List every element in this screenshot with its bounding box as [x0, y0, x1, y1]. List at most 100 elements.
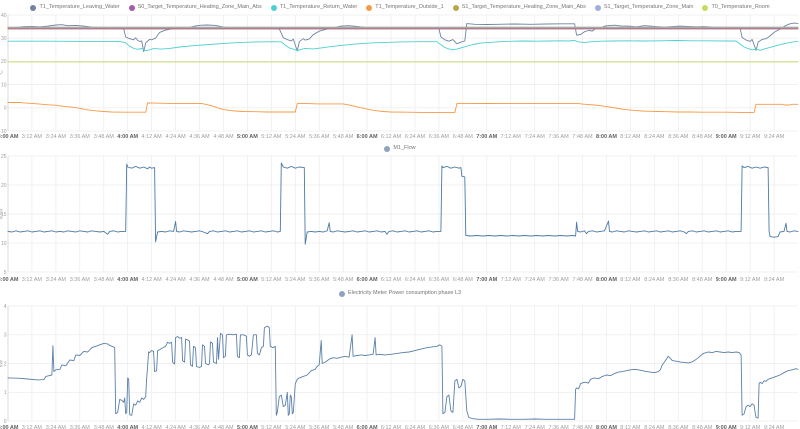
x-tick-label: 5:24 AM [285, 134, 306, 140]
series-line-t1-temperature-return-water [7, 40, 799, 52]
series-line-m1-flow [7, 162, 799, 245]
x-tick-label: 9:24 AM [764, 425, 785, 429]
power-chart-plot[interactable]: 0 1 2 3 4 kW 3:00 AM3:12 AM3:24 AM3:36 AM3:48 … [0, 299, 800, 429]
x-tick-label: 4:12 AM [142, 134, 163, 140]
y-tick-label: 5 [4, 270, 7, 276]
x-tick-label: 4:24 AM [166, 134, 187, 140]
gridlines [7, 14, 798, 132]
legend-item-t1-temperature-outside-1[interactable]: T1_Temperature_Outside_1 [366, 4, 444, 11]
x-tick-label: 9:12 AM [740, 425, 761, 429]
x-tick-labels: 3:00 AM3:12 AM3:24 AM3:36 AM3:48 AM4:00 … [0, 277, 785, 283]
legend-item-t0-temperature-room[interactable]: T0_Temperature_Room [702, 3, 770, 11]
x-tick-label: 7:00 AM [476, 277, 497, 283]
x-tick-label: 3:24 AM [46, 277, 67, 283]
x-tick-label: 5:24 AM [285, 277, 306, 283]
legend-series-label: S1_Target_Temperature_Zone_Main [603, 3, 694, 10]
y-tick-label: 1 [4, 390, 7, 396]
x-tick-label: 4:24 AM [166, 425, 187, 429]
x-tick-label: 9:12 AM [740, 134, 761, 140]
x-tick-label: 8:12 AM [620, 134, 641, 140]
x-tick-label: 6:00 AM [357, 134, 378, 140]
x-tick-label: 5:48 AM [333, 425, 354, 429]
x-tick-label: 4:36 AM [189, 134, 210, 140]
x-tick-label: 7:00 AM [476, 134, 497, 140]
y-tick-label: 3 [4, 333, 7, 339]
x-tick-label: 6:36 AM [429, 277, 450, 283]
x-tick-label: 6:00 AM [357, 277, 378, 283]
series-line-electricity-meter-power-consumption-phase-l3 [7, 325, 799, 420]
x-tick-label: 7:36 AM [549, 134, 570, 140]
x-tick-label: 3:24 AM [46, 425, 67, 429]
legend-series-dot [452, 4, 459, 11]
temperature-chart-legend: T1_Temperature_Leaving_Water S0_Target_Te… [0, 0, 800, 13]
x-tick-label: 4:24 AM [166, 277, 187, 283]
gridlines [7, 305, 798, 422]
y-axis-unit-label: kW [0, 360, 5, 368]
x-tick-label: 3:12 AM [22, 134, 43, 140]
y-tick-labels: 0 1 2 3 4 [4, 304, 7, 425]
legend-series-dot [594, 4, 601, 11]
legend-item-s1-target-temperature-zone-main[interactable]: S1_Target_Temperature_Zone_Main [594, 3, 694, 11]
flow-chart-panel: M1_Flow 5 10 15 20 25 l/min 3:00 AM3:12 AM3:24… [0, 141, 800, 286]
x-tick-label: 7:48 AM [572, 134, 593, 140]
x-tick-label: 3:12 AM [22, 425, 43, 429]
x-tick-label: 4:00 AM [117, 134, 138, 140]
x-tick-label: 5:12 AM [261, 277, 282, 283]
x-tick-label: 8:24 AM [644, 425, 665, 429]
y-tick-label: 10 [1, 241, 7, 247]
x-tick-label: 3:36 AM [70, 134, 91, 140]
flow-chart-plot[interactable]: 5 10 15 20 25 l/min 3:00 AM3:12 AM3:24 AM3:36 … [0, 154, 800, 286]
x-tick-label: 4:48 AM [213, 277, 234, 283]
legend-item-t1-temperature-return-water[interactable]: T1_Temperature_Return_Water [270, 3, 358, 11]
x-tick-label: 3:00 AM [0, 134, 19, 140]
x-tick-label: 3:12 AM [22, 277, 43, 283]
x-tick-label: 6:48 AM [453, 277, 474, 283]
x-tick-label: 5:00 AM [237, 425, 258, 429]
x-tick-label: 6:24 AM [405, 277, 426, 283]
x-tick-label: 6:48 AM [453, 425, 474, 429]
x-tick-label: 3:48 AM [94, 134, 115, 140]
y-axis-unit-label: °C [0, 70, 5, 76]
legend-item-m1-flow[interactable]: M1_Flow [384, 145, 416, 152]
x-tick-label: 8:36 AM [668, 425, 689, 429]
x-tick-label: 7:12 AM [501, 425, 522, 429]
x-tick-label: 8:48 AM [692, 425, 713, 429]
x-tick-label: 5:36 AM [309, 425, 330, 429]
legend-series-label: T0_Temperature_Room [711, 3, 770, 10]
x-tick-label: 4:00 AM [117, 277, 138, 283]
x-tick-labels: 3:00 AM3:12 AM3:24 AM3:36 AM3:48 AM4:00 … [0, 134, 785, 140]
x-tick-label: 4:48 AM [213, 134, 234, 140]
x-tick-label: 3:24 AM [46, 134, 67, 140]
x-tick-label: 8:48 AM [692, 277, 713, 283]
x-tick-label: 6:48 AM [453, 134, 474, 140]
x-tick-labels: 3:00 AM3:12 AM3:24 AM3:36 AM3:48 AM4:00 … [0, 425, 785, 429]
x-tick-label: 4:48 AM [213, 425, 234, 429]
x-tick-label: 7:00 AM [476, 425, 497, 429]
legend-series-dot [270, 4, 277, 11]
x-tick-label: 3:00 AM [0, 425, 19, 429]
legend-item-s0-target-temperature-heating-zone-main-abs[interactable]: S0_Target_Temperature_Heating_Zone_Main_… [128, 4, 262, 11]
x-tick-label: 6:24 AM [405, 134, 426, 140]
series-line-t1-temperature-outside-1 [7, 102, 799, 113]
legend-series-label: T1_Temperature_Return_Water [279, 3, 358, 10]
x-tick-label: 3:36 AM [70, 277, 91, 283]
legend-item-t1-temperature-leaving-water[interactable]: T1_Temperature_Leaving_Water [30, 4, 120, 11]
x-tick-label: 5:12 AM [261, 134, 282, 140]
x-tick-label: 3:36 AM [70, 425, 91, 429]
legend-series-dot [128, 4, 135, 11]
legend-item-s1-target-temperature-heating-zone-main-abs[interactable]: S1_Target_Temperature_Heating_Zone_Main_… [452, 4, 586, 11]
legend-item-electricity-meter-power-consumption-phase-l3[interactable]: Electricity Meter Power consumption phas… [338, 289, 462, 297]
x-tick-label: 8:00 AM [596, 134, 617, 140]
legend-series-dot [384, 145, 391, 152]
x-tick-label: 5:36 AM [309, 134, 330, 140]
x-tick-label: 8:24 AM [644, 277, 665, 283]
x-tick-label: 6:12 AM [381, 425, 402, 429]
temperature-chart-plot[interactable]: -10 0 10 20 30 40 °C 3:00 AM3:12 AM3:24 AM3:36 … [0, 13, 800, 141]
x-tick-label: 6:36 AM [429, 134, 450, 140]
legend-series-label: Electricity Meter Power consumption phas… [347, 289, 462, 296]
x-tick-label: 6:00 AM [357, 425, 378, 429]
x-tick-label: 4:36 AM [189, 425, 210, 429]
x-tick-label: 9:24 AM [764, 277, 785, 283]
x-tick-label: 5:48 AM [333, 277, 354, 283]
x-tick-label: 4:12 AM [142, 425, 163, 429]
